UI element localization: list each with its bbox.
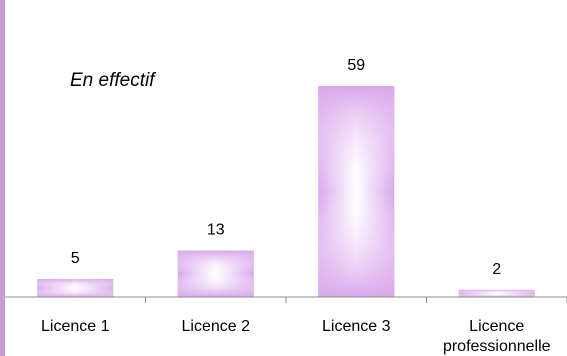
value-label-1: 5: [71, 250, 80, 267]
category-label-2: Licence 2: [182, 318, 251, 335]
value-label-2: 13: [207, 222, 225, 239]
value-label-3: 59: [347, 57, 365, 74]
chart-annotation: En effectif: [70, 70, 155, 91]
bar-3: [318, 86, 395, 297]
bar-1: [37, 279, 114, 297]
bar-4: [458, 289, 535, 297]
bar-2: [177, 250, 254, 297]
category-label-3: Licence 3: [322, 318, 391, 335]
left-accent-bar: [0, 0, 5, 356]
category-label-4: Licence professionnelle: [443, 318, 551, 355]
category-label-1: Licence 1: [41, 318, 110, 335]
value-label-4: 2: [492, 261, 501, 278]
